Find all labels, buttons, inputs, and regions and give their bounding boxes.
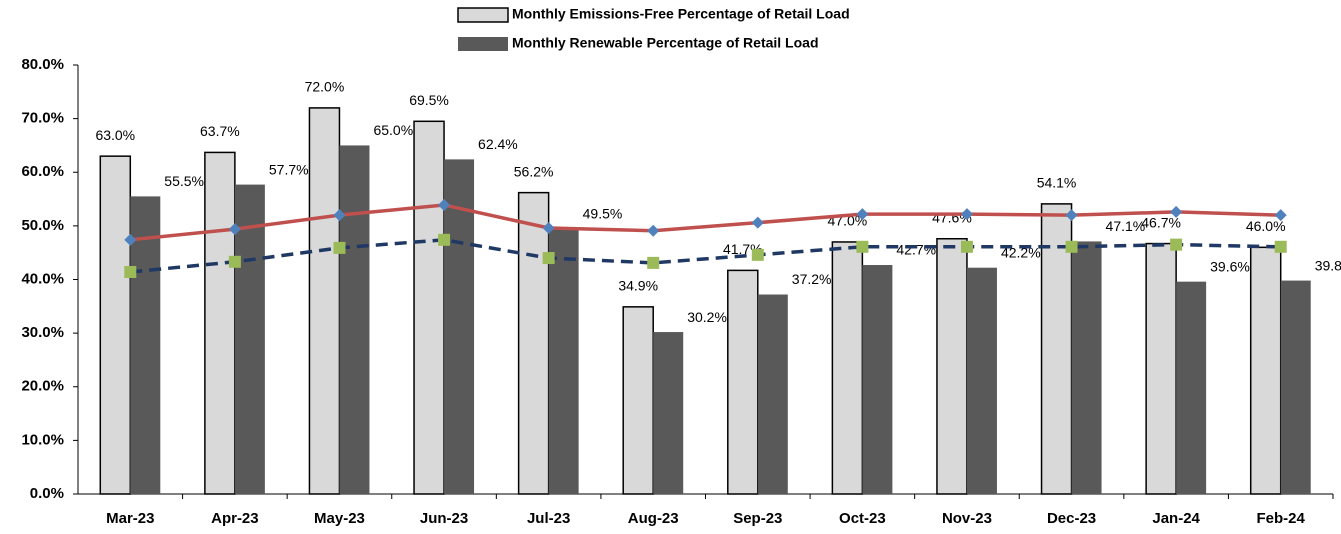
data-label: 69.5% bbox=[409, 92, 449, 108]
bar bbox=[308, 107, 341, 495]
legend-label: Monthly Emissions-Free Percentage of Ret… bbox=[512, 6, 850, 22]
bar bbox=[517, 191, 550, 495]
line-marker bbox=[647, 224, 660, 237]
line-marker bbox=[438, 198, 451, 211]
line-marker bbox=[1170, 205, 1183, 218]
line bbox=[130, 203, 1281, 242]
x-tick-label: Jun-23 bbox=[420, 510, 468, 527]
bar bbox=[862, 265, 893, 494]
y-tick-label: 30.0% bbox=[21, 324, 64, 341]
bar bbox=[204, 151, 236, 495]
bar bbox=[936, 237, 968, 495]
line-marker bbox=[228, 255, 241, 268]
line-marker bbox=[856, 208, 869, 221]
line-marker bbox=[1170, 238, 1183, 251]
y-tick-label: 80.0% bbox=[21, 56, 64, 73]
bar bbox=[622, 306, 654, 495]
y-tick-label: 60.0% bbox=[21, 163, 64, 180]
y-tick-label: 40.0% bbox=[21, 270, 64, 287]
bar bbox=[234, 184, 265, 495]
data-label: 65.0% bbox=[373, 122, 413, 138]
bar bbox=[548, 228, 579, 494]
line-marker bbox=[124, 233, 137, 246]
line-marker bbox=[647, 256, 660, 269]
data-label: 49.5% bbox=[583, 205, 623, 221]
line-marker bbox=[124, 265, 137, 278]
x-tick-label: Mar-23 bbox=[106, 510, 154, 527]
x-tick-label: Dec-23 bbox=[1047, 510, 1096, 527]
data-label: 55.5% bbox=[164, 173, 204, 189]
line-marker bbox=[751, 248, 764, 261]
line-marker bbox=[228, 223, 241, 236]
line-marker bbox=[438, 233, 451, 246]
line-marker bbox=[333, 209, 346, 222]
y-tick-label: 0.0% bbox=[30, 485, 64, 502]
legend-label: Monthly Renewable Percentage of Retail L… bbox=[512, 35, 819, 51]
line-marker bbox=[960, 240, 973, 253]
bar bbox=[130, 196, 161, 494]
bar bbox=[1249, 246, 1282, 495]
line-marker bbox=[960, 208, 973, 221]
line-marker bbox=[542, 252, 555, 265]
x-tick-label: Oct-23 bbox=[839, 510, 886, 527]
data-label: 46.7% bbox=[1141, 214, 1181, 230]
line-marker bbox=[1065, 209, 1078, 222]
x-tick-label: Feb-24 bbox=[1257, 510, 1306, 527]
bar bbox=[831, 241, 864, 495]
bar bbox=[966, 267, 997, 494]
bar bbox=[757, 294, 788, 494]
data-label: 57.7% bbox=[269, 161, 309, 177]
data-label: 54.1% bbox=[1037, 175, 1077, 191]
y-tick-label: 10.0% bbox=[21, 431, 64, 448]
y-tick-label: 20.0% bbox=[21, 378, 64, 395]
data-label: 63.0% bbox=[95, 127, 135, 143]
bar bbox=[444, 159, 475, 494]
bar bbox=[653, 332, 684, 494]
data-label: 72.0% bbox=[305, 79, 345, 95]
data-label: 56.2% bbox=[514, 163, 554, 179]
x-tick-label: Nov-23 bbox=[942, 510, 992, 527]
line-marker bbox=[1274, 209, 1287, 222]
x-tick-label: Apr-23 bbox=[211, 510, 259, 527]
bar bbox=[1176, 281, 1207, 494]
data-label: 34.9% bbox=[618, 278, 658, 294]
x-tick-label: Sep-23 bbox=[733, 510, 782, 527]
line-marker bbox=[542, 222, 555, 235]
bar bbox=[339, 145, 370, 494]
data-label: 46.0% bbox=[1246, 218, 1286, 234]
data-label: 30.2% bbox=[687, 309, 727, 325]
bar bbox=[1280, 280, 1311, 494]
line-marker bbox=[333, 241, 346, 254]
data-label: 42.7% bbox=[896, 242, 936, 258]
bar bbox=[99, 155, 132, 495]
bar bbox=[727, 269, 759, 495]
x-tick-label: May-23 bbox=[314, 510, 365, 527]
y-tick-label: 70.0% bbox=[21, 110, 64, 127]
line-marker bbox=[751, 216, 764, 229]
line-marker bbox=[1274, 240, 1287, 253]
line-marker bbox=[1065, 240, 1078, 253]
line-marker bbox=[856, 240, 869, 253]
x-tick-label: Aug-23 bbox=[628, 510, 679, 527]
y-tick-label: 50.0% bbox=[21, 217, 64, 234]
x-tick-label: Jan-24 bbox=[1152, 510, 1200, 527]
data-label: 39.8% bbox=[1315, 257, 1341, 273]
bar bbox=[1071, 241, 1102, 494]
data-label: 63.7% bbox=[200, 123, 240, 139]
x-tick-label: Jul-23 bbox=[527, 510, 570, 527]
legend-swatch bbox=[458, 37, 508, 51]
bar bbox=[413, 120, 445, 495]
data-label: 37.2% bbox=[792, 271, 832, 287]
legend-swatch bbox=[457, 7, 509, 23]
line bbox=[130, 238, 1281, 274]
data-label: 39.6% bbox=[1210, 258, 1250, 274]
data-label: 47.1% bbox=[1106, 218, 1146, 234]
bar bbox=[1145, 242, 1177, 495]
data-label: 62.4% bbox=[478, 136, 518, 152]
